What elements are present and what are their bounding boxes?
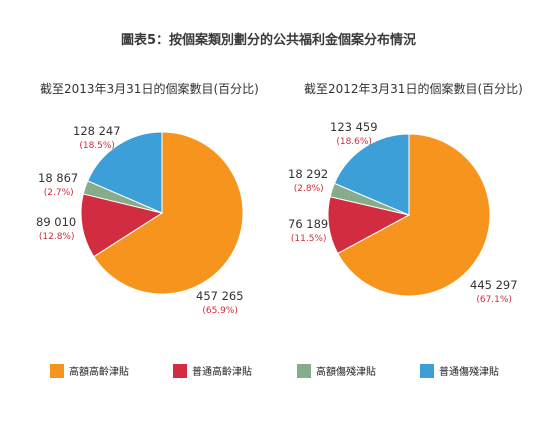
legend-item-normal-old-age: 普通高齡津貼 [173,363,252,378]
legend-item-normal-disability: 普通傷殘津貼 [420,363,499,378]
data-label-percent: (18.5%) [79,141,115,151]
legend-label: 普通高齡津貼 [192,367,252,378]
pie-slice [93,131,244,295]
pie-2013-slices [80,131,244,295]
legend-swatch [173,363,187,378]
legend-label: 高額高齡津貼 [69,367,129,378]
legend-swatch [420,363,434,378]
data-label-value: 89 010 [36,215,76,229]
legend-label: 高額傷殘津貼 [316,367,376,378]
legend-label: 普通傷殘津貼 [439,367,499,378]
data-label-percent: (11.5%) [291,234,327,244]
data-label-value: 18 292 [288,167,328,181]
figure-title: 圖表5：按個案類別劃分的公共福利金個案分布情況 [120,33,417,48]
data-label-value: 457 265 [196,289,244,303]
data-label-value: 128 247 [73,124,121,138]
legend-item-high-old-age: 高額高齡津貼 [50,363,129,378]
legend: 高額高齡津貼 普通高齡津貼 高額傷殘津貼 普通傷殘津貼 [0,363,537,383]
data-label-percent: (2.7%) [44,188,74,198]
data-label-percent: (18.6%) [336,137,372,147]
pie-2013-title: 截至2013年3月31日的個案數目(百分比) [40,82,259,96]
data-label-percent: (12.8%) [39,232,75,242]
legend-swatch [50,363,64,378]
pie-2012-slices [327,133,491,297]
pie-slice [333,133,410,216]
data-label-value: 76 189 [288,217,328,231]
data-label-percent: (67.1%) [476,295,512,305]
data-label-value: 445 297 [470,278,518,292]
data-label-value: 123 459 [330,120,378,134]
data-label-percent: (2.8%) [294,184,324,194]
pie-2012-title: 截至2012年3月31日的個案數目(百分比) [304,82,523,96]
data-label-percent: (65.9%) [202,306,238,316]
legend-item-high-disability: 高額傷殘津貼 [297,363,376,378]
pie-slice [87,131,163,214]
data-label-value: 18 867 [38,171,78,185]
pie-slice [80,193,164,258]
pie-slice [337,133,491,297]
legend-swatch [297,363,311,378]
